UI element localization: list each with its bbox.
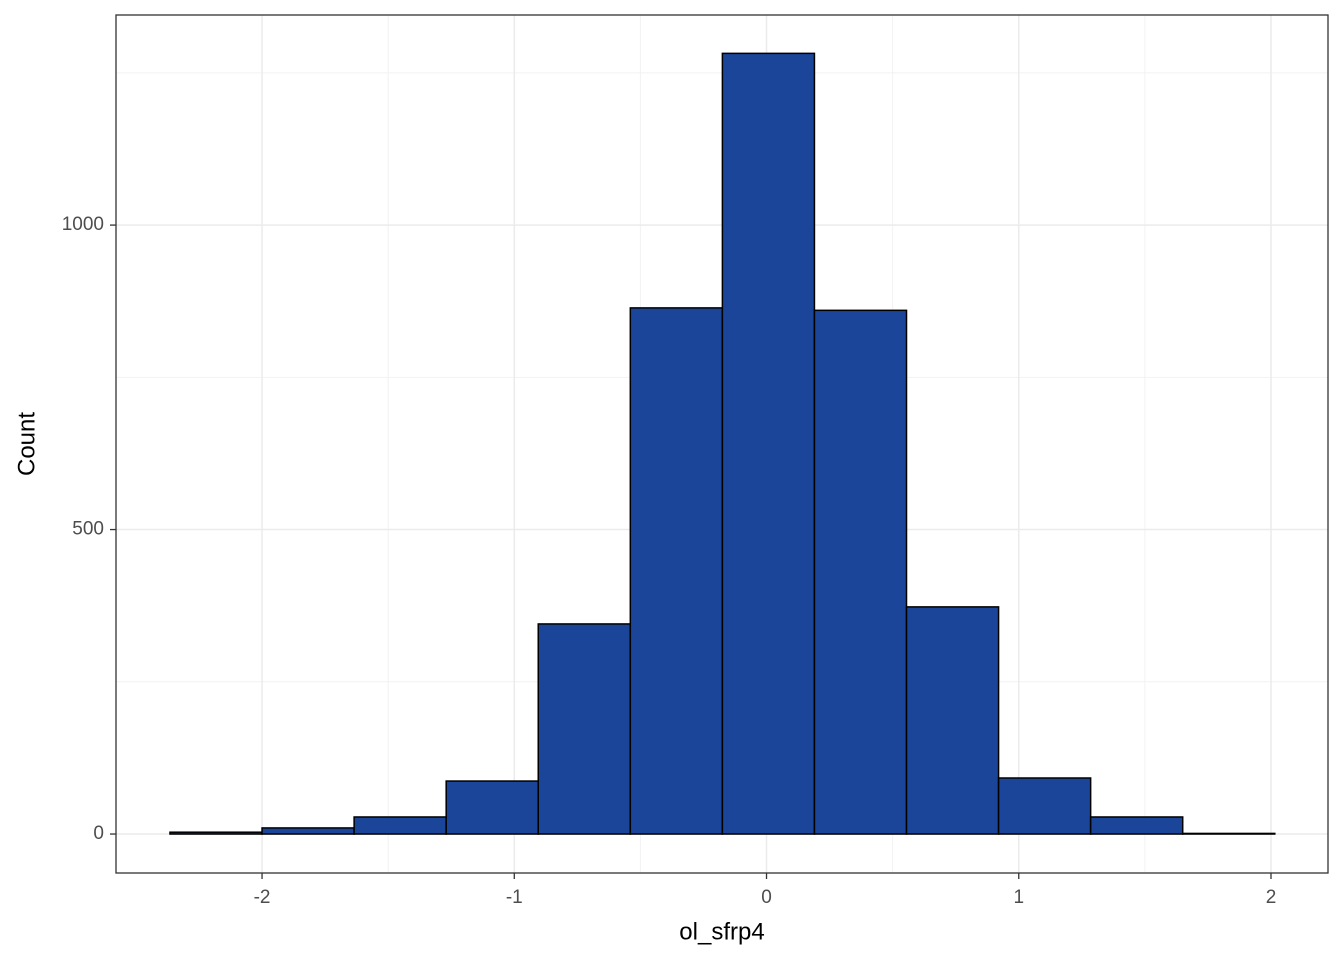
bar bbox=[445, 780, 539, 835]
bar bbox=[169, 831, 263, 835]
y-axis-title: Count bbox=[13, 412, 40, 476]
x-tick-label: 2 bbox=[1266, 887, 1277, 908]
bar bbox=[629, 307, 724, 835]
x-tick-label: 0 bbox=[761, 887, 772, 908]
bar bbox=[1089, 816, 1184, 835]
bar bbox=[813, 309, 908, 835]
bar bbox=[353, 816, 447, 835]
x-axis-title: ol_sfrp4 bbox=[679, 918, 764, 945]
bar bbox=[537, 623, 632, 835]
bar bbox=[1181, 832, 1276, 835]
y-tick-label: 0 bbox=[93, 823, 104, 844]
y-tick-label: 500 bbox=[72, 519, 104, 540]
bar bbox=[721, 52, 816, 835]
y-tick-label: 1000 bbox=[62, 214, 104, 235]
x-tick-label: -2 bbox=[254, 887, 271, 908]
panel-border bbox=[115, 14, 1329, 874]
x-tick-label: -1 bbox=[506, 887, 523, 908]
bar bbox=[997, 777, 1092, 835]
bar bbox=[261, 827, 355, 835]
bar bbox=[905, 606, 1000, 835]
x-tick-label: 1 bbox=[1013, 887, 1024, 908]
